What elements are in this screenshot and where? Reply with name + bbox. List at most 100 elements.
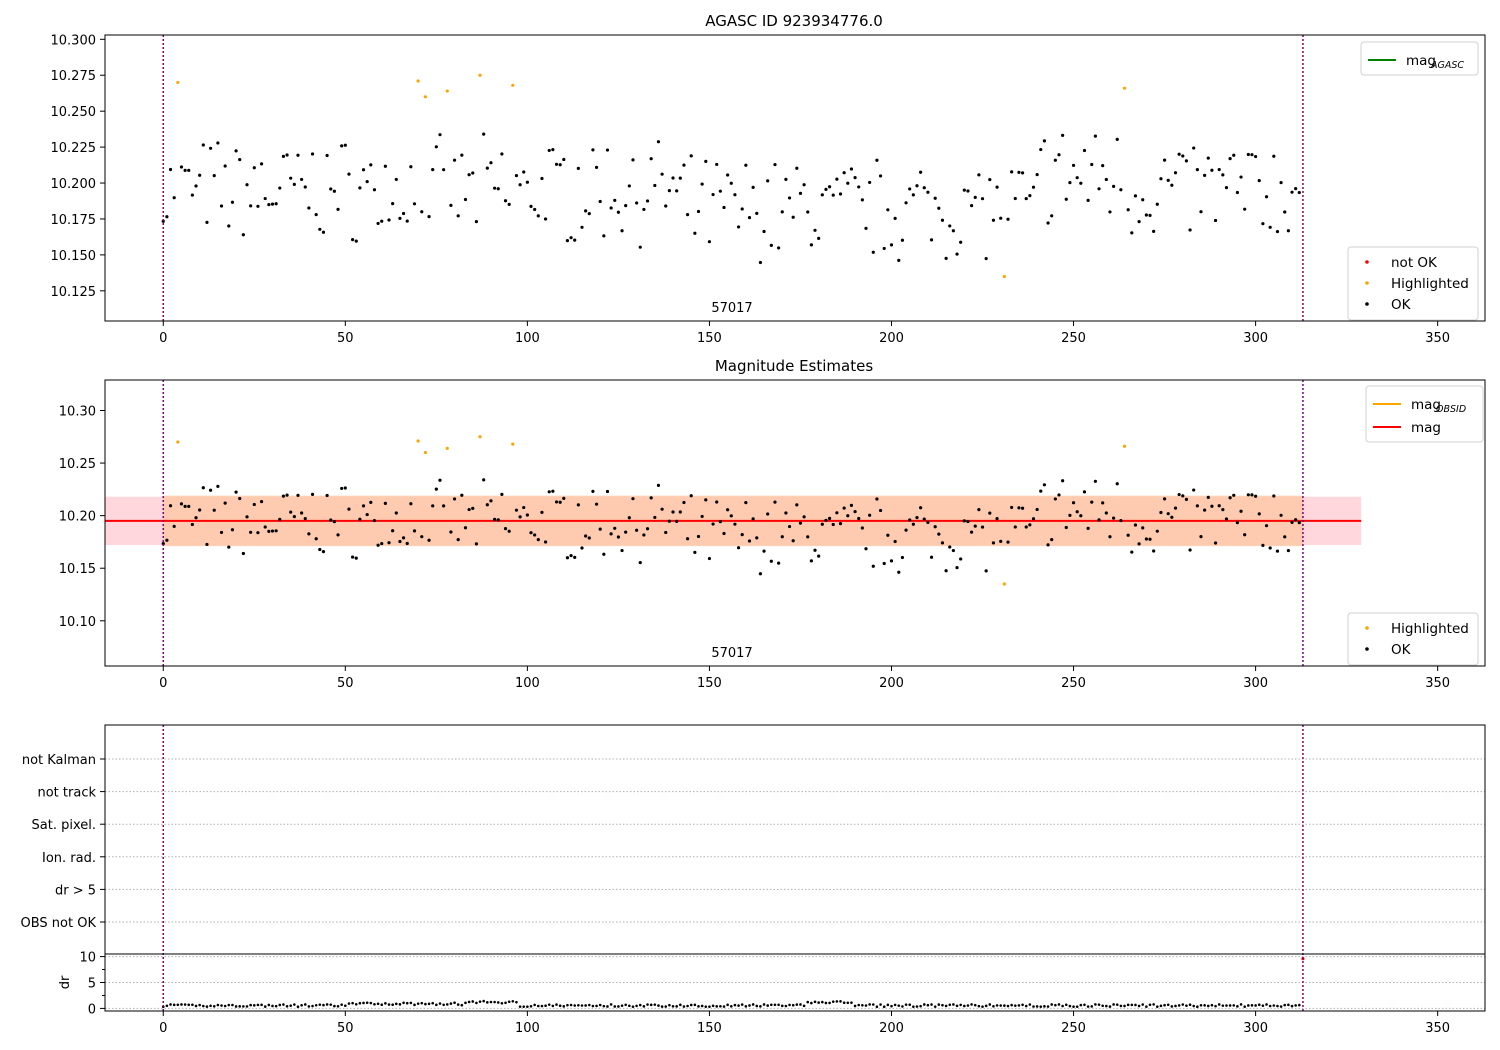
ok-point	[514, 173, 519, 178]
ok-point	[252, 166, 256, 170]
ok-point	[744, 501, 748, 505]
dr-point	[824, 1001, 828, 1005]
ok-point	[270, 202, 275, 206]
ok-point	[187, 504, 191, 508]
ok-point	[707, 240, 712, 244]
ok-point	[988, 511, 992, 515]
dr-point	[191, 1003, 194, 1007]
ok-point	[234, 149, 238, 153]
dr-point	[318, 1003, 322, 1006]
ok-point	[1213, 218, 1218, 223]
highlighted-point	[511, 83, 515, 87]
ok-point	[467, 173, 471, 177]
ok-point	[1213, 541, 1218, 545]
dr-point	[817, 1001, 820, 1004]
ok-point	[1173, 506, 1178, 510]
ok-point	[1006, 540, 1010, 544]
ok-point	[871, 250, 875, 254]
ok-point	[969, 530, 974, 534]
dr-point	[569, 1003, 573, 1007]
ok-point	[1148, 537, 1152, 541]
ok-point	[168, 504, 173, 508]
ok-point	[973, 524, 977, 528]
obsid-label: 57017	[711, 301, 752, 316]
highlighted-point	[445, 446, 449, 450]
ok-point	[1188, 548, 1192, 552]
dr-point	[351, 1001, 354, 1005]
dr-point	[591, 1004, 595, 1008]
ok-point	[1024, 525, 1028, 529]
dr-point	[500, 1001, 504, 1005]
ok-point	[387, 218, 391, 222]
dr-point	[187, 1003, 191, 1007]
ok-point	[391, 202, 395, 206]
dr-point	[529, 1004, 533, 1008]
ok-point	[878, 508, 883, 513]
dr-point	[973, 1003, 977, 1007]
ok-point	[1046, 221, 1050, 225]
ok-point	[1232, 493, 1236, 497]
dr-point	[365, 1001, 369, 1005]
dr-point	[1166, 1003, 1170, 1007]
ok-point	[678, 176, 682, 180]
dr-point	[926, 1003, 930, 1007]
ok-point	[962, 519, 966, 523]
legend-box	[1360, 41, 1479, 76]
ok-point	[1144, 213, 1148, 217]
dr-point	[635, 1004, 638, 1008]
ok-point	[1232, 153, 1236, 157]
ok-point	[394, 177, 398, 182]
ok-point	[1283, 210, 1287, 214]
dr-point	[183, 1003, 187, 1006]
panel-agasc: AGASC ID 923934776.0 0 50 100 150 200 250 300 3…	[51, 12, 1486, 346]
dr-point	[347, 1002, 351, 1005]
dr-point	[402, 1001, 405, 1005]
ok-point	[827, 516, 832, 520]
highlighted-point	[478, 73, 482, 77]
ok-point	[711, 522, 715, 526]
dr-point	[234, 1005, 238, 1008]
ok-point	[194, 184, 198, 188]
ok-point	[347, 172, 351, 176]
dr-point	[464, 1001, 467, 1005]
ok-point	[835, 511, 839, 515]
ok-point	[787, 524, 792, 529]
dr-point	[1214, 1004, 1217, 1008]
ok-point	[471, 171, 475, 175]
dr-point	[1217, 1003, 1221, 1006]
dr-point	[1115, 1003, 1119, 1006]
ok-point	[409, 502, 413, 506]
dr-point	[733, 1003, 737, 1007]
ok-point	[631, 158, 635, 162]
highlighted-point	[511, 442, 515, 446]
ok-point	[540, 510, 544, 514]
x-tick-label: 0	[159, 1021, 167, 1036]
dr-point	[340, 1003, 343, 1006]
ok-point	[594, 165, 599, 169]
ok-point	[565, 556, 570, 560]
panel-1-frame	[104, 34, 1486, 322]
dr-point	[1192, 1004, 1196, 1008]
ok-point	[1108, 535, 1112, 539]
dr-point	[325, 1003, 329, 1006]
dr-point	[278, 1003, 282, 1007]
ok-point	[827, 185, 832, 189]
x-tick-label: 100	[515, 676, 540, 691]
dr-point	[445, 1003, 449, 1006]
ok-point	[1159, 510, 1163, 515]
ok-point	[966, 189, 970, 193]
ok-point	[864, 226, 868, 230]
dr-point	[617, 1005, 620, 1008]
ok-point	[493, 186, 497, 190]
ok-point	[1086, 526, 1090, 530]
ok-point	[598, 199, 602, 204]
ok-point	[1264, 195, 1269, 199]
ok-point	[1031, 517, 1036, 521]
dr-point	[941, 1003, 944, 1007]
ok-point	[234, 490, 238, 494]
x-tick-label: 200	[879, 331, 904, 346]
ok-point	[864, 547, 868, 551]
ok-point	[238, 496, 242, 501]
ok-point	[940, 218, 945, 222]
ok-point	[321, 550, 326, 554]
